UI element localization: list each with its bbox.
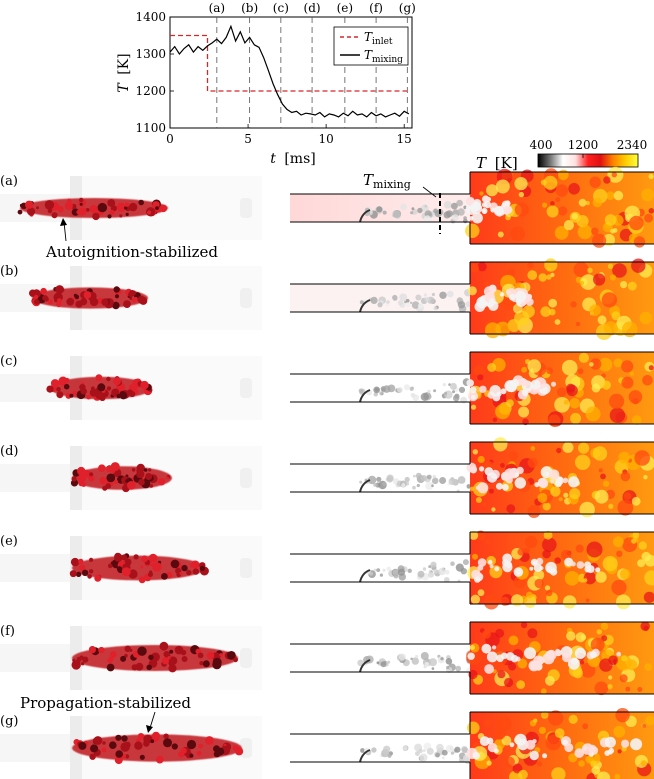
snapshot-row: (a) bbox=[0, 166, 654, 248]
marker-label: (g) bbox=[399, 1, 416, 15]
marker-label: (f) bbox=[369, 1, 383, 15]
temperature-field-panel bbox=[290, 621, 654, 696]
marker-label: (b) bbox=[241, 1, 258, 15]
snapshot-row: (g) bbox=[0, 708, 654, 779]
propagation-arrow bbox=[149, 711, 156, 729]
series-line-mixing bbox=[169, 24, 410, 118]
flame-isosurface-panel bbox=[0, 716, 262, 779]
chart-legend: Tinlet Tmixing bbox=[333, 26, 409, 66]
y-ticks: 1100 1200 1300 1400 bbox=[135, 10, 174, 135]
x-tick-label: 5 bbox=[244, 132, 252, 146]
x-tick-label: 0 bbox=[166, 132, 174, 146]
colorbar-tick-max: 2340 bbox=[617, 138, 648, 152]
flame-isosurface-panel bbox=[0, 446, 262, 510]
annotations: Tmixing Autoignition-stabilized Propagat… bbox=[20, 171, 441, 733]
colorbar: T [K] 400 1200 2340 bbox=[476, 138, 647, 172]
marker-label: (e) bbox=[337, 1, 353, 15]
y-tick-label: 1100 bbox=[135, 121, 166, 135]
y-tick-label: 1400 bbox=[135, 10, 166, 24]
snapshot-rows: (a) (b) (c) (d) (e) (f) (g) bbox=[0, 166, 654, 779]
legend-entry-mixing: Tmixing bbox=[364, 48, 403, 65]
flame-isosurface-panel bbox=[0, 176, 262, 240]
colorbar-tick-min: 400 bbox=[530, 138, 553, 152]
flame-isosurface-panel bbox=[0, 626, 262, 690]
x-tick-label: 15 bbox=[397, 132, 412, 146]
propagation-annotation: Propagation-stabilized bbox=[20, 694, 191, 712]
flame-isosurface-panel bbox=[0, 266, 262, 330]
snapshot-row: (c) bbox=[0, 351, 654, 427]
colorbar-gradient bbox=[537, 153, 639, 168]
row-label: (g) bbox=[0, 714, 18, 729]
y-axis-label: T [K] bbox=[116, 53, 132, 92]
row-label: (b) bbox=[0, 264, 18, 279]
marker-label: (c) bbox=[273, 1, 289, 15]
temperature-field-panel bbox=[290, 708, 654, 779]
x-tick-label: 10 bbox=[318, 132, 333, 146]
temperature-field-panel bbox=[290, 530, 654, 610]
y-tick-label: 1200 bbox=[135, 84, 166, 98]
snapshot-row: (e) bbox=[0, 530, 654, 610]
row-label: (f) bbox=[0, 624, 15, 639]
temperature-field-panel bbox=[290, 437, 654, 518]
marker-labels: (a) (b) (c) (d) (e) (f) (g) bbox=[209, 1, 416, 15]
tmixing-pointer bbox=[422, 186, 437, 198]
snapshot-row: (f) bbox=[0, 621, 654, 696]
series-layer bbox=[169, 24, 410, 118]
row-label: (c) bbox=[0, 354, 17, 369]
marker-label: (d) bbox=[304, 1, 321, 15]
chart-frame bbox=[169, 16, 413, 129]
temperature-chart: (a) (b) (c) (d) (e) (f) (g) 0 5 10 15 1100 1200 130… bbox=[116, 1, 416, 167]
snapshot-row: (b) bbox=[0, 258, 654, 340]
legend-entry-inlet: Tinlet bbox=[364, 30, 393, 47]
marker-lines bbox=[216, 17, 408, 128]
marker-label: (a) bbox=[209, 1, 226, 15]
y-tick-label: 1300 bbox=[135, 47, 166, 61]
row-label: (d) bbox=[0, 444, 18, 459]
series-line-inlet bbox=[170, 34, 409, 92]
x-axis-label: t [ms] bbox=[270, 151, 315, 167]
temperature-field-panel bbox=[290, 258, 654, 340]
temperature-field-panel bbox=[290, 166, 654, 248]
colorbar-label: T [K] bbox=[476, 154, 518, 172]
flame-isosurface-panel bbox=[0, 536, 262, 600]
temperature-field-panel bbox=[290, 351, 654, 427]
colorbar-tick-mid: 1200 bbox=[568, 138, 599, 152]
row-label: (e) bbox=[0, 534, 18, 549]
snapshot-row: (d) bbox=[0, 437, 654, 518]
x-ticks: 0 5 10 15 bbox=[166, 124, 412, 146]
tmixing-annotation: Tmixing bbox=[363, 171, 411, 191]
autoignition-annotation: Autoignition-stabilized bbox=[45, 243, 218, 261]
flame-isosurface-panel bbox=[0, 356, 262, 420]
row-label: (a) bbox=[0, 174, 18, 189]
